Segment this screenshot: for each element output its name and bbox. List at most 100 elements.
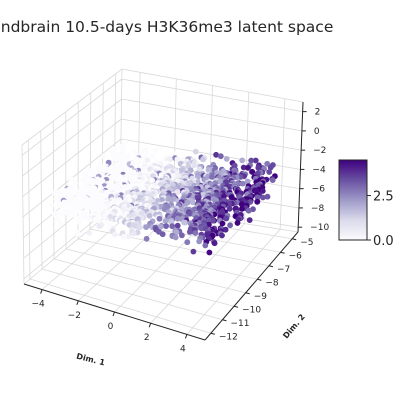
- data-point: [86, 230, 92, 236]
- data-point: [175, 223, 181, 229]
- data-point: [191, 249, 197, 255]
- data-point: [223, 227, 229, 233]
- data-point: [112, 232, 118, 238]
- x-tick-mark: [77, 301, 79, 305]
- z-tick-label: 0: [314, 127, 320, 137]
- colorbar: 0.0 2.5: [339, 160, 394, 249]
- colorbar-tick-label: 2.5: [373, 190, 394, 205]
- data-point: [132, 150, 138, 156]
- y-tick-label: −8: [265, 278, 279, 288]
- data-point: [126, 234, 132, 240]
- z-tick-label: −6: [312, 185, 326, 195]
- y-tick-mark: [246, 293, 250, 294]
- data-point: [121, 234, 127, 240]
- x-tick-label: 4: [180, 344, 186, 354]
- y-tick-label: −6: [289, 251, 303, 261]
- data-point: [163, 223, 169, 229]
- y-tick-label: −12: [219, 332, 238, 342]
- y-tick-mark: [281, 252, 285, 253]
- data-point: [163, 218, 169, 224]
- data-point: [80, 213, 86, 219]
- data-point: [52, 211, 58, 217]
- y-tick-mark: [257, 279, 261, 280]
- data-point: [182, 220, 188, 226]
- data-point: [68, 176, 74, 182]
- data-point: [239, 158, 245, 164]
- z-tick-label: 2: [315, 108, 321, 118]
- data-point: [147, 213, 153, 219]
- data-point: [223, 216, 229, 222]
- data-point: [144, 150, 150, 156]
- data-point: [101, 153, 107, 159]
- data-point: [218, 153, 224, 159]
- data-point: [184, 239, 190, 245]
- data-point: [193, 230, 199, 236]
- data-point: [120, 148, 126, 154]
- x-tick-label: 2: [144, 333, 150, 343]
- data-point: [131, 231, 137, 237]
- data-point: [102, 214, 108, 220]
- data-point: [246, 208, 252, 214]
- data-point: [179, 232, 185, 238]
- data-point: [249, 169, 255, 175]
- data-point: [196, 239, 202, 245]
- y-tick-label: −7: [277, 265, 290, 275]
- colorbar-tick-label: 0.0: [373, 234, 394, 249]
- y-tick-mark: [269, 266, 273, 267]
- z-tick-label: −10: [310, 223, 329, 233]
- data-point: [227, 222, 233, 228]
- x-tick-mark: [41, 290, 43, 294]
- x-tick-mark: [185, 334, 187, 338]
- data-point: [247, 217, 253, 223]
- x-tick-mark: [113, 312, 115, 316]
- data-point: [235, 220, 241, 226]
- data-point: [96, 223, 102, 229]
- data-point: [49, 202, 55, 208]
- y-tick-mark: [292, 239, 296, 240]
- data-point: [187, 229, 193, 235]
- y-tick-label: −11: [230, 319, 249, 329]
- y-tick-mark: [234, 306, 238, 307]
- data-point: [254, 199, 260, 205]
- data-point: [86, 204, 92, 210]
- data-point: [160, 231, 166, 237]
- chart-title: hindbrain 10.5-days H3K36me3 latent spac…: [0, 18, 333, 36]
- x-tick-label: −2: [68, 311, 81, 321]
- data-point: [107, 214, 113, 220]
- data-point: [193, 149, 199, 155]
- data-point: [266, 169, 272, 175]
- data-point: [149, 153, 155, 159]
- x-tick-mark: [149, 323, 151, 327]
- data-point: [239, 206, 245, 212]
- data-point: [58, 221, 64, 227]
- data-point: [219, 233, 225, 239]
- y-tick-mark: [211, 333, 215, 334]
- data-point: [66, 211, 72, 217]
- y-axis-label: Dim. 2: [281, 312, 307, 340]
- data-point: [207, 250, 213, 256]
- data-point: [144, 236, 150, 242]
- data-point: [173, 235, 179, 241]
- y-tick-label: −5: [300, 238, 313, 248]
- data-point: [74, 230, 80, 236]
- z-tick-label: −4: [312, 165, 326, 175]
- x-tick-label: −4: [31, 300, 45, 310]
- data-point: [76, 219, 82, 225]
- y-tick-label: −10: [242, 305, 261, 315]
- data-point: [157, 216, 163, 222]
- data-point: [86, 217, 92, 223]
- data-point: [137, 224, 143, 230]
- data-point: [200, 157, 206, 163]
- y-tick-mark: [222, 320, 226, 321]
- data-point: [153, 148, 159, 154]
- z-tick-label: −8: [311, 204, 325, 214]
- z-tick-label: −2: [313, 146, 326, 156]
- y-tick-label: −9: [254, 292, 268, 302]
- data-point: [143, 224, 149, 230]
- data-point: [52, 190, 58, 196]
- data-point: [224, 156, 230, 162]
- data-point: [260, 195, 266, 201]
- data-point: [58, 202, 64, 208]
- data-point: [240, 181, 246, 187]
